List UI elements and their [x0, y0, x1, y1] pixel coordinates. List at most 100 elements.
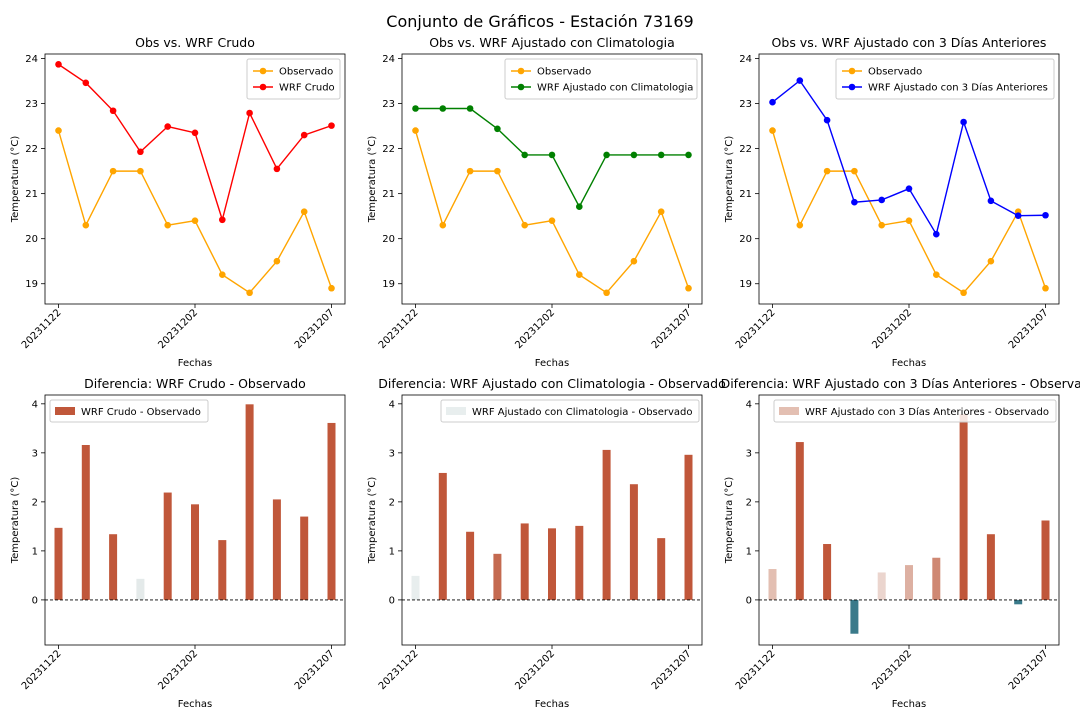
subplot-4: Diferencia: WRF Crudo - Observado 0 1 2 3 4 20…: [10, 376, 346, 710]
data-point: [466, 105, 474, 112]
x-axis-label: Fechas: [892, 358, 927, 369]
data-point: [796, 221, 804, 229]
subplot-title: Obs vs. WRF Ajustado con 3 Días Anterior…: [772, 35, 1047, 50]
x-tick-label: 20231207: [1007, 307, 1051, 351]
legend-box: [773, 399, 1057, 423]
data-point: [494, 125, 501, 133]
bar: [466, 531, 475, 600]
y-tick-label: 20: [25, 234, 38, 245]
data-point: [960, 118, 967, 126]
bar: [136, 578, 145, 600]
x-tick-label: 20231122: [20, 307, 64, 351]
data-point: [1042, 211, 1049, 219]
y-tick-label: 21: [382, 189, 395, 200]
data-point: [466, 167, 474, 175]
x-tick-label: 20231207: [293, 307, 337, 351]
subplot-1: Obs vs. WRF Crudo 19 20 21 22 23 24 20231122 202…: [10, 35, 346, 369]
legend: Observado WRF Crudo: [246, 58, 341, 100]
bar: [986, 534, 995, 600]
x-tick-label: 20231122: [20, 648, 64, 692]
y-tick-label: 4: [746, 399, 752, 410]
bar: [109, 534, 118, 600]
bar: [245, 404, 254, 600]
y-tick-label: 23: [739, 99, 752, 110]
data-point: [521, 221, 528, 229]
x-tick-label: 20231202: [513, 648, 557, 692]
data-point: [328, 122, 335, 129]
y-tick-label: 20: [739, 234, 752, 245]
data-point: [1042, 284, 1049, 292]
data-point: [960, 289, 967, 297]
data-point: [576, 271, 583, 279]
x-axis-label: Fechas: [178, 358, 213, 369]
x-tick-label: 20231202: [513, 307, 557, 351]
y-tick-label: 0: [389, 595, 395, 606]
y-tick-label: 22: [739, 144, 752, 155]
bar: [438, 472, 447, 600]
data-point: [55, 61, 62, 68]
data-point: [685, 284, 692, 292]
x-tick-label: 20231207: [293, 648, 337, 692]
subplot-2: Obs vs. WRF Ajustado con Climatologia 19 2…: [367, 35, 703, 369]
y-tick-label: 4: [32, 399, 38, 410]
plot-frame: [758, 394, 1060, 646]
plot-frame: [44, 394, 346, 646]
y-tick-label: 1: [32, 546, 38, 557]
x-axis-label: Fechas: [892, 699, 927, 710]
data-point: [164, 221, 171, 229]
data-point: [796, 77, 804, 84]
bar: [520, 523, 529, 600]
bar: [823, 544, 832, 600]
data-point: [685, 151, 692, 159]
y-tick-label: 2: [746, 497, 752, 508]
data-point: [576, 203, 583, 211]
legend-label: WRF Ajustado con Climatologia: [537, 83, 693, 94]
data-point: [603, 151, 610, 159]
bar: [575, 525, 584, 600]
subplot-3: Obs vs. WRF Ajustado con 3 Días Anterior…: [724, 35, 1060, 369]
data-point: [412, 127, 419, 134]
plot-frame: [758, 53, 1060, 305]
data-point: [987, 257, 995, 265]
y-tick-label: 3: [32, 448, 38, 459]
figure-suptitle: Conjunto de Gráficos - Estación 73169: [386, 12, 693, 31]
bar: [795, 442, 804, 600]
data-point: [548, 217, 556, 224]
data-point: [823, 116, 831, 124]
data-point: [439, 221, 447, 229]
data-point: [328, 284, 335, 292]
y-tick-label: 4: [389, 399, 395, 410]
bar: [411, 575, 420, 600]
subplot-title: Diferencia: WRF Crudo - Observado: [84, 376, 306, 391]
y-axis-label: Temperatura (°C): [367, 136, 378, 224]
data-point: [55, 127, 62, 134]
subplot-title: Diferencia: WRF Ajustado con Climatologi…: [378, 376, 726, 391]
data-point: [82, 79, 90, 87]
data-point: [246, 289, 253, 297]
legend-marker: [517, 67, 525, 75]
plot-frame: [401, 53, 703, 305]
x-tick-label: 20231202: [156, 307, 200, 351]
bar: [81, 445, 90, 600]
data-point: [630, 151, 638, 159]
data-point: [82, 221, 90, 229]
legend-marker: [517, 83, 525, 91]
y-tick-label: 24: [739, 54, 752, 65]
data-point: [769, 98, 776, 106]
x-tick-label: 20231207: [650, 648, 694, 692]
x-tick-label: 20231202: [156, 648, 200, 692]
data-point: [823, 167, 831, 175]
legend-label: WRF Crudo: [279, 83, 335, 94]
data-point: [191, 217, 199, 224]
legend-swatch: [779, 407, 799, 415]
bar: [548, 528, 556, 600]
y-tick-label: 3: [389, 448, 395, 459]
y-tick-label: 2: [389, 497, 395, 508]
data-point: [191, 129, 199, 137]
y-axis-label: Temperatura (°C): [10, 136, 21, 224]
data-point: [439, 105, 447, 112]
data-point: [933, 271, 940, 279]
x-axis-label: Fechas: [535, 358, 570, 369]
data-point: [219, 271, 226, 279]
y-tick-label: 19: [739, 279, 752, 290]
